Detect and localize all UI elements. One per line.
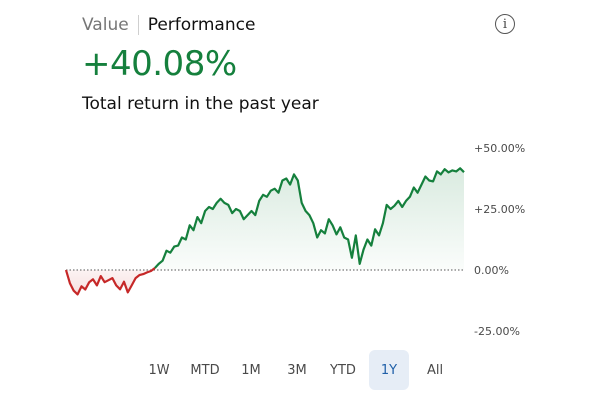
range-button-ytd[interactable]: YTD <box>330 362 356 378</box>
info-icon-glyph: i <box>502 16 508 32</box>
y-tick-label: 0.00% <box>474 264 509 277</box>
view-tabs: Value Performance <box>82 12 255 38</box>
y-tick-label: +25.00% <box>474 203 525 216</box>
total-return-description: Total return in the past year <box>82 94 319 114</box>
range-button-1w[interactable]: 1W <box>148 362 170 378</box>
range-button-1y[interactable]: 1Y <box>369 350 409 390</box>
tab-value[interactable]: Value <box>82 15 129 35</box>
range-selector: 1W MTD 1M 3M YTD 1Y All <box>139 350 461 390</box>
range-button-all[interactable]: All <box>426 362 444 378</box>
positive-area <box>154 168 464 270</box>
tab-performance[interactable]: Performance <box>137 15 255 35</box>
y-tick-label: +50.00% <box>474 142 525 155</box>
range-button-mtd[interactable]: MTD <box>190 362 220 378</box>
negative-area <box>66 268 155 295</box>
info-icon[interactable]: i <box>495 14 515 34</box>
range-button-3m[interactable]: 3M <box>287 362 307 378</box>
negative-series-line <box>64 267 156 296</box>
y-tick-label: -25.00% <box>474 325 520 338</box>
positive-series-line <box>154 167 465 269</box>
total-return-value: +40.08% <box>82 44 237 84</box>
range-button-1m[interactable]: 1M <box>241 362 261 378</box>
